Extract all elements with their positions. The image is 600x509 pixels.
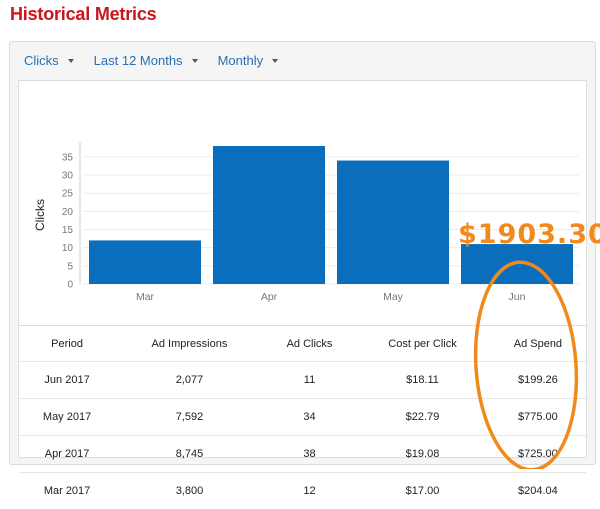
cell-impressions: 3,800 bbox=[115, 473, 264, 509]
metrics-panel: Clicks Last 12 Months Monthly 0 5 10 15 20 25… bbox=[9, 41, 596, 465]
cell-period: May 2017 bbox=[19, 399, 115, 436]
cell-spend: $725.00 bbox=[490, 436, 586, 473]
x-tick-label: May bbox=[383, 291, 404, 303]
cell-impressions: 2,077 bbox=[115, 362, 264, 399]
cell-cpc: $22.79 bbox=[355, 399, 490, 436]
y-axis-label: Clicks bbox=[33, 199, 47, 231]
y-tick-label: 30 bbox=[62, 171, 74, 182]
cell-spend: $204.04 bbox=[490, 473, 586, 509]
metric-dropdown[interactable]: Clicks bbox=[24, 53, 74, 68]
bar bbox=[89, 240, 201, 284]
column-header-clicks: Ad Clicks bbox=[264, 326, 355, 362]
table-row: Mar 2017 3,800 12 $17.00 $204.04 bbox=[19, 473, 586, 509]
caret-down-icon bbox=[192, 59, 198, 63]
cell-impressions: 8,745 bbox=[115, 436, 264, 473]
bar bbox=[213, 146, 325, 284]
metrics-card: 0 5 10 15 20 25 30 35 Clicks Mar Apr May Jun Period … bbox=[18, 80, 587, 458]
cell-cpc: $17.00 bbox=[355, 473, 490, 509]
column-header-period: Period bbox=[19, 326, 115, 362]
cell-impressions: 7,592 bbox=[115, 399, 264, 436]
toolbar: Clicks Last 12 Months Monthly bbox=[24, 53, 298, 68]
y-tick-label: 35 bbox=[62, 152, 74, 163]
cell-spend: $775.00 bbox=[490, 399, 586, 436]
x-tick-label: Apr bbox=[261, 291, 278, 303]
cell-spend: $199.26 bbox=[490, 362, 586, 399]
cell-period: Apr 2017 bbox=[19, 436, 115, 473]
table-row: May 2017 7,592 34 $22.79 $775.00 bbox=[19, 399, 586, 436]
interval-dropdown[interactable]: Monthly bbox=[218, 53, 279, 68]
page-title: Historical Metrics bbox=[10, 4, 156, 25]
cell-clicks: 38 bbox=[264, 436, 355, 473]
metrics-table-wrap: Period Ad Impressions Ad Clicks Cost per… bbox=[19, 325, 586, 509]
column-header-impressions: Ad Impressions bbox=[115, 326, 264, 362]
caret-down-icon bbox=[272, 59, 278, 63]
range-dropdown-label: Last 12 Months bbox=[94, 53, 183, 68]
bar bbox=[337, 161, 449, 284]
y-tick-label: 5 bbox=[67, 261, 73, 272]
x-tick-label: Mar bbox=[136, 291, 155, 303]
table-row: Jun 2017 2,077 11 $18.11 $199.26 bbox=[19, 362, 586, 399]
y-tick-label: 20 bbox=[62, 207, 74, 218]
y-tick-label: 10 bbox=[62, 243, 74, 254]
clicks-bar-chart: 0 5 10 15 20 25 30 35 Clicks Mar Apr May Jun bbox=[19, 81, 586, 325]
spend-total-annotation: $1903.30 bbox=[458, 219, 600, 250]
table-header-row: Period Ad Impressions Ad Clicks Cost per… bbox=[19, 326, 586, 362]
column-header-cpc: Cost per Click bbox=[355, 326, 490, 362]
cell-clicks: 34 bbox=[264, 399, 355, 436]
y-tick-label: 0 bbox=[67, 280, 73, 291]
y-tick-label: 15 bbox=[62, 225, 74, 236]
metrics-table: Period Ad Impressions Ad Clicks Cost per… bbox=[19, 326, 586, 509]
cell-period: Jun 2017 bbox=[19, 362, 115, 399]
x-tick-label: Jun bbox=[509, 291, 526, 303]
cell-cpc: $18.11 bbox=[355, 362, 490, 399]
table-row: Apr 2017 8,745 38 $19.08 $725.00 bbox=[19, 436, 586, 473]
range-dropdown[interactable]: Last 12 Months bbox=[94, 53, 198, 68]
bar bbox=[461, 244, 573, 284]
cell-clicks: 11 bbox=[264, 362, 355, 399]
y-tick-label: 25 bbox=[62, 189, 74, 200]
caret-down-icon bbox=[68, 59, 74, 63]
interval-dropdown-label: Monthly bbox=[218, 53, 264, 68]
cell-clicks: 12 bbox=[264, 473, 355, 509]
cell-period: Mar 2017 bbox=[19, 473, 115, 509]
column-header-spend: Ad Spend bbox=[490, 326, 586, 362]
cell-cpc: $19.08 bbox=[355, 436, 490, 473]
metric-dropdown-label: Clicks bbox=[24, 53, 59, 68]
